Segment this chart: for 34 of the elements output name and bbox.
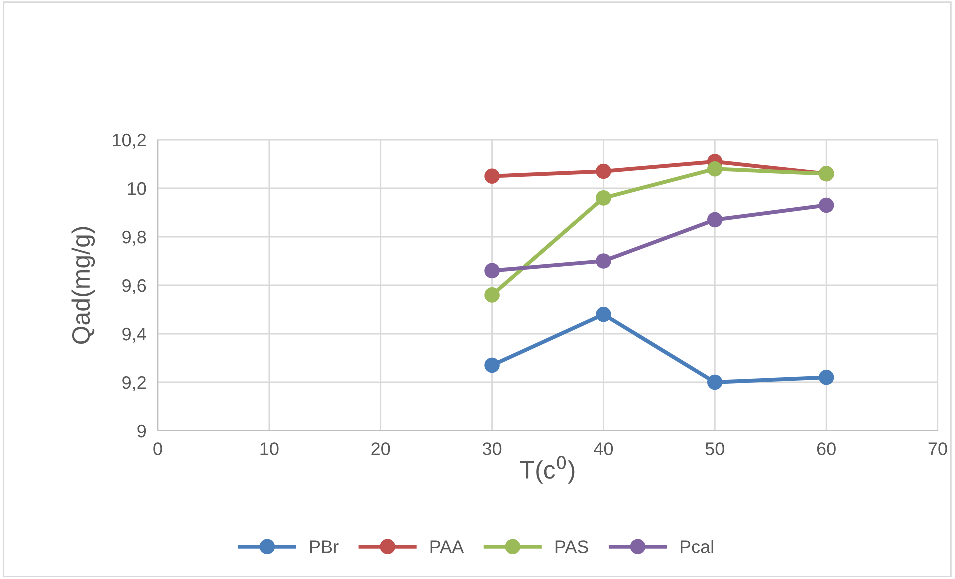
point <box>818 198 834 214</box>
y-tick-label: 9,2 <box>122 376 146 392</box>
x-tick-label: 10 <box>260 442 279 456</box>
x-tick-label: 40 <box>594 442 614 456</box>
x-tick-label: 30 <box>482 442 502 456</box>
point <box>708 161 723 177</box>
x-tick-label: 60 <box>817 442 836 456</box>
point <box>484 288 500 303</box>
legend-label: PAA <box>430 540 464 554</box>
y-tick-label: 9,8 <box>122 230 146 246</box>
y-tick-label: 10,2 <box>113 134 146 149</box>
point <box>596 254 612 269</box>
point <box>484 263 500 279</box>
legend-label: PAS <box>556 540 588 554</box>
y-tick-label: 9 <box>138 424 146 438</box>
point <box>596 190 612 206</box>
x-tick-label: 20 <box>372 442 390 456</box>
legend-label: Pcal <box>680 540 714 554</box>
y-tick-label: 10 <box>128 182 146 196</box>
x-axis-title: T(c$^{0}$) <box>520 456 575 484</box>
point <box>484 358 500 374</box>
point <box>596 306 612 322</box>
point <box>596 164 612 180</box>
point <box>484 168 500 184</box>
x-tick-label: 70 <box>928 442 948 456</box>
y-tick-label: 9,4 <box>122 328 146 343</box>
y-tick-label: 9,6 <box>122 279 146 294</box>
point <box>818 370 834 386</box>
point <box>708 374 723 390</box>
y-axis-title: Qad(mg/g) <box>72 227 96 344</box>
legend-label: PBr <box>310 540 339 554</box>
x-tick-label: 0 <box>154 442 162 456</box>
point <box>708 212 723 228</box>
x-tick-label: 50 <box>706 442 724 456</box>
